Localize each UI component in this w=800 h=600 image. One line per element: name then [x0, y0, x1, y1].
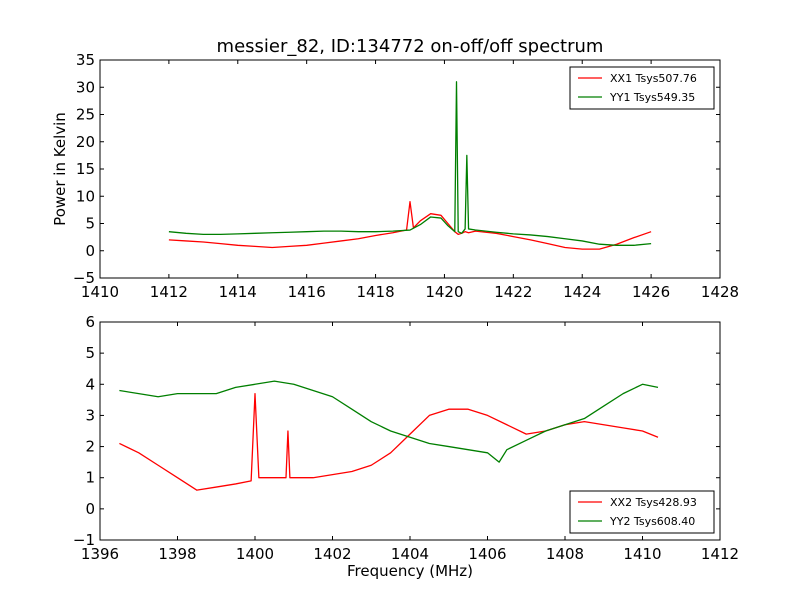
x-tick-label: 1410 — [81, 283, 119, 301]
y-tick-label: −5 — [73, 269, 95, 287]
y-axis-label: Power in Kelvin — [51, 112, 69, 226]
chart-panel-1: 1410 1412 1414 1416 1418 1420 1422 1424 1426 1428… — [51, 36, 739, 301]
x-tick-label: 1412 — [701, 545, 739, 563]
x-tick-label: 1400 — [236, 545, 274, 563]
y-tick-label: 6 — [85, 313, 95, 331]
y-tick-label: 3 — [85, 406, 95, 424]
x-tick-label: 1420 — [425, 283, 463, 301]
legend-label-xx2: XX2 Tsys428.93 — [610, 496, 697, 509]
legend-box — [569, 66, 715, 110]
x-tick-label: 1424 — [563, 283, 601, 301]
legend: XX1 Tsys507.76 YY1 Tsys549.35 — [569, 66, 715, 110]
legend-box — [569, 490, 715, 534]
y-tick-label: 5 — [85, 344, 95, 362]
x-tick-label: 1414 — [219, 283, 257, 301]
x-tick-label: 1398 — [158, 545, 196, 563]
x-tick-label: 1422 — [494, 283, 532, 301]
y-tick-label: −1 — [73, 531, 95, 549]
y-tick-label: 15 — [76, 160, 95, 178]
chart-panel-2: 1396 1398 1400 1402 1404 1406 1408 1410 1412 −1 0 1… — [73, 313, 739, 580]
plot-area — [119, 380, 659, 491]
y-tick-label: 2 — [85, 438, 95, 456]
legend: XX2 Tsys428.93 YY2 Tsys608.40 — [569, 490, 715, 534]
x-tick-label: 1396 — [81, 545, 119, 563]
y-tick-label: 0 — [85, 500, 95, 518]
x-tick-label: 1406 — [468, 545, 506, 563]
x-tick-label: 1428 — [701, 283, 739, 301]
chart-title: messier_82, ID:134772 on-off/off spectru… — [217, 36, 604, 57]
panels: 1410 1412 1414 1416 1418 1420 1422 1424 1426 1428… — [51, 36, 739, 580]
legend-label-yy1: YY1 Tsys549.35 — [609, 91, 695, 104]
y-tick-label: 30 — [76, 78, 95, 96]
y-tick-label: 1 — [85, 469, 95, 487]
x-tick-label: 1404 — [391, 545, 429, 563]
x-tick-label: 1410 — [623, 545, 661, 563]
x-tick-label: 1426 — [632, 283, 670, 301]
series-line-xx1 — [168, 201, 652, 250]
x-tick-label: 1412 — [150, 283, 188, 301]
y-tick-label: 20 — [76, 133, 95, 151]
x-tick-label: 1418 — [356, 283, 394, 301]
legend-label-xx1: XX1 Tsys507.76 — [610, 72, 697, 85]
y-tick-label: 35 — [76, 51, 95, 69]
x-tick-label: 1408 — [546, 545, 584, 563]
y-tick-label: 0 — [85, 242, 95, 260]
y-tick-label: 25 — [76, 106, 95, 124]
x-tick-label: 1416 — [288, 283, 326, 301]
y-tick-label: 4 — [85, 375, 95, 393]
legend-label-yy2: YY2 Tsys608.40 — [609, 515, 695, 528]
y-tick-label: 10 — [76, 187, 95, 205]
plot-area — [168, 81, 652, 250]
series-line-yy2 — [119, 380, 659, 463]
x-axis-label: Frequency (MHz) — [347, 562, 473, 580]
y-tick-label: 5 — [85, 215, 95, 233]
series-line-yy1 — [168, 81, 652, 246]
x-tick-label: 1402 — [313, 545, 351, 563]
